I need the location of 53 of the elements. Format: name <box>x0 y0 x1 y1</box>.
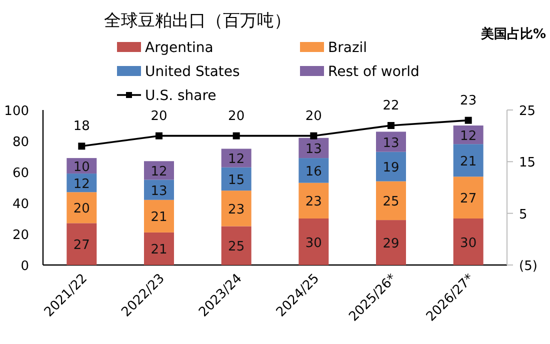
legend-label: Brazil <box>328 40 368 56</box>
y-tick-label: 80 <box>12 135 29 150</box>
data-label: 27 <box>460 192 477 207</box>
data-label: 23 <box>228 202 245 218</box>
data-label: 20 <box>150 108 168 124</box>
data-label: 22 <box>382 98 400 114</box>
data-label: 15 <box>228 172 245 188</box>
data-label: 12 <box>228 152 245 168</box>
data-label: 10 <box>73 160 90 175</box>
point <box>78 142 86 150</box>
data-label: 25 <box>382 194 400 210</box>
y-tick-label: 20 <box>12 228 29 243</box>
data-label: 20 <box>73 202 90 217</box>
y-tick-label: 0 <box>20 259 29 274</box>
data-label: 18 <box>73 119 90 134</box>
y-tick-label: 100 <box>4 104 29 119</box>
data-label: 12 <box>150 164 168 180</box>
point <box>310 132 318 140</box>
data-label: 13 <box>305 142 322 157</box>
data-label: 13 <box>150 184 168 199</box>
y2-axis-title: 美国占比% <box>480 26 546 42</box>
data-label: 29 <box>382 236 400 252</box>
legend-label: Rest of world <box>328 64 420 80</box>
data-label: 12 <box>460 128 477 144</box>
data-label: 27 <box>73 238 90 254</box>
point <box>156 132 162 140</box>
legend-label: United States <box>145 64 240 80</box>
y2-tick-label: 25 <box>519 104 536 119</box>
y-tick-label: 40 <box>12 197 29 212</box>
y2-tick-label: (5) <box>519 259 538 274</box>
y2-tick-label: 5 <box>519 207 528 222</box>
chart-title: 全球豆粕出口（百万吨） <box>104 11 291 31</box>
data-label: 20 <box>305 108 322 124</box>
data-label: 30 <box>460 236 477 251</box>
data-label: 23 <box>460 93 477 108</box>
legend-label: Argentina <box>145 40 214 56</box>
data-label: 20 <box>228 108 245 124</box>
data-label: 16 <box>305 164 322 180</box>
data-label: 21 <box>150 210 168 226</box>
legend-label: U.S. share <box>145 88 216 104</box>
data-label: 19 <box>382 160 400 176</box>
data-label: 30 <box>305 236 322 251</box>
data-label: 23 <box>305 194 322 210</box>
data-label: 21 <box>460 154 477 170</box>
y-tick-label: 60 <box>12 166 29 181</box>
point <box>232 132 240 140</box>
point <box>464 116 472 124</box>
y2-tick-label: 15 <box>519 156 536 171</box>
data-label: 13 <box>382 136 400 151</box>
point <box>388 122 394 129</box>
data-label: 21 <box>150 242 168 258</box>
data-label: 25 <box>228 240 245 255</box>
data-label: 12 <box>73 176 90 192</box>
